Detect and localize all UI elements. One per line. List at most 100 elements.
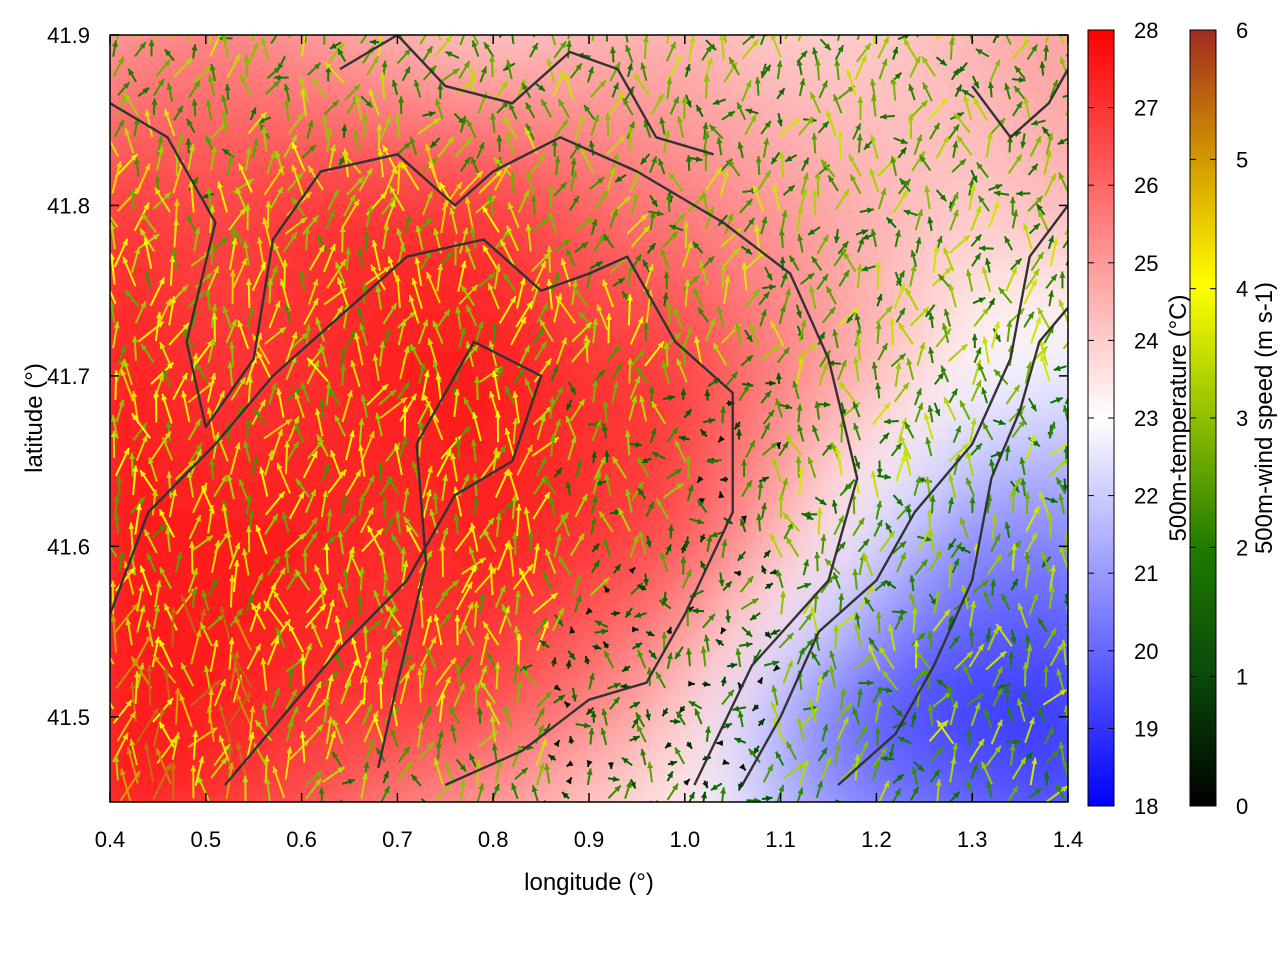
wind-arrow (927, 216, 934, 231)
wind-arrow (256, 351, 273, 381)
wind-arrow (772, 457, 782, 483)
wind-arrow (666, 35, 670, 44)
wind-arrow (508, 102, 518, 120)
wind-arrow (565, 399, 573, 411)
wind-arrow (262, 217, 273, 250)
wind-arrow (460, 284, 476, 307)
wind-arrow (548, 211, 557, 234)
wind-arrow (283, 98, 290, 121)
wind-arrow (190, 352, 199, 382)
wind-arrow (284, 216, 308, 235)
colorbar-tick-label: 1 (1236, 665, 1248, 690)
wind-arrow (895, 307, 906, 323)
wind-arrow (173, 57, 194, 78)
wind-arrow (1013, 85, 1027, 102)
wind-arrow (281, 511, 290, 533)
wind-arrow (834, 447, 843, 476)
wind-arrow (971, 333, 978, 349)
wind-arrow (1055, 477, 1067, 495)
wind-arrow (935, 35, 942, 41)
wind-arrow (110, 430, 117, 458)
wind-arrow (134, 41, 147, 58)
wind-arrow (260, 36, 270, 61)
wind-arrow (1053, 365, 1067, 372)
wind-arrow (896, 552, 907, 573)
wind-arrow (222, 305, 233, 329)
wind-arrow (1037, 209, 1050, 232)
wind-arrow (551, 35, 557, 46)
wind-arrow (291, 142, 306, 172)
wind-arrow (853, 356, 860, 382)
wind-arrow (885, 216, 897, 229)
wind-arrow (639, 395, 648, 422)
wind-arrow (993, 368, 1009, 386)
wind-arrow (719, 406, 727, 424)
x-tick-label: 0.9 (574, 827, 605, 852)
wind-arrow (877, 473, 892, 480)
wind-arrow (1011, 76, 1026, 83)
wind-arrow (359, 507, 375, 534)
wind-arrow (340, 346, 347, 366)
wind-arrow (557, 98, 571, 119)
wind-arrow (557, 555, 572, 576)
wind-arrow (146, 552, 157, 573)
wind-arrow (624, 85, 635, 101)
wind-arrow (820, 158, 836, 178)
wind-arrow (821, 306, 836, 324)
wind-arrow (422, 489, 432, 519)
wind-arrow (630, 481, 645, 502)
wind-arrow (910, 249, 918, 267)
wind-arrow (783, 521, 794, 540)
wind-arrow (540, 98, 552, 118)
wind-arrow (470, 156, 480, 174)
wind-arrow (948, 442, 970, 463)
wind-arrow (553, 181, 568, 197)
wind-arrow (717, 435, 725, 444)
wind-arrow (192, 482, 208, 514)
wind-arrow (852, 517, 865, 537)
wind-arrow (963, 95, 973, 121)
wind-arrow (1035, 203, 1046, 216)
wind-arrow (870, 94, 877, 117)
wind-arrow (1027, 195, 1044, 212)
wind-arrow (366, 525, 383, 553)
wind-arrow (565, 415, 577, 440)
x-tick-label: 0.5 (191, 827, 222, 852)
wind-arrow (455, 306, 462, 330)
wind-arrow (667, 54, 682, 81)
wind-arrow (646, 242, 657, 255)
wind-arrow (888, 318, 896, 346)
wind-arrow (626, 213, 648, 235)
wind-arrow (661, 361, 671, 384)
wind-arrow (909, 306, 930, 327)
wind-arrow (305, 324, 312, 347)
wind-arrow (849, 174, 862, 195)
wind-arrow (507, 202, 520, 229)
wind-arrow (506, 131, 515, 156)
wind-arrow (174, 459, 196, 481)
wind-arrow (593, 190, 609, 211)
wind-arrow (123, 359, 133, 386)
wind-arrow (263, 418, 293, 440)
wind-arrow (287, 112, 305, 135)
wind-arrow (1040, 353, 1051, 382)
wind-arrow (728, 56, 740, 76)
wind-arrow (186, 214, 197, 234)
wind-arrow (929, 122, 941, 140)
wind-arrow (903, 38, 918, 61)
wind-arrow (113, 513, 120, 534)
wind-arrow (852, 401, 861, 418)
wind-arrow (568, 195, 580, 212)
wind-arrow (833, 94, 843, 114)
wind-arrow (187, 418, 202, 441)
wind-arrow (1010, 257, 1023, 271)
wind-arrow (676, 358, 688, 383)
wind-arrow (759, 344, 781, 362)
wind-arrow (251, 138, 259, 159)
x-tick-label: 1.2 (861, 827, 892, 852)
wind-arrow (505, 59, 513, 80)
wind-arrow (300, 88, 307, 117)
wind-arrow (188, 79, 201, 99)
wind-arrow (798, 78, 806, 97)
wind-arrow (1011, 38, 1031, 60)
